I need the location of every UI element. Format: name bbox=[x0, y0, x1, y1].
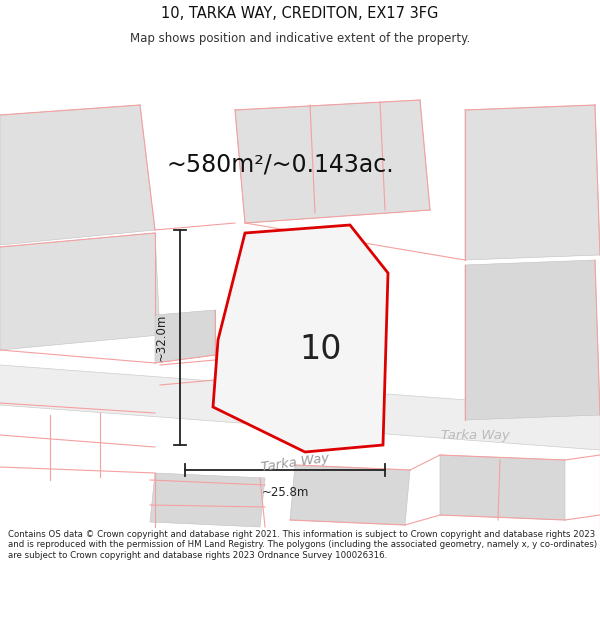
Text: Map shows position and indicative extent of the property.: Map shows position and indicative extent… bbox=[130, 32, 470, 45]
Text: Contains OS data © Crown copyright and database right 2021. This information is : Contains OS data © Crown copyright and d… bbox=[8, 530, 597, 560]
Polygon shape bbox=[0, 233, 160, 350]
Polygon shape bbox=[290, 465, 410, 525]
Polygon shape bbox=[235, 100, 430, 223]
Polygon shape bbox=[465, 105, 600, 260]
Text: 10, TARKA WAY, CREDITON, EX17 3FG: 10, TARKA WAY, CREDITON, EX17 3FG bbox=[161, 6, 439, 21]
Text: ~32.0m: ~32.0m bbox=[155, 314, 168, 361]
Polygon shape bbox=[150, 473, 265, 527]
Polygon shape bbox=[440, 455, 565, 520]
Polygon shape bbox=[213, 225, 388, 452]
Polygon shape bbox=[0, 105, 155, 245]
Text: ~25.8m: ~25.8m bbox=[262, 486, 308, 499]
Polygon shape bbox=[465, 260, 600, 420]
Text: Tarka Way: Tarka Way bbox=[441, 429, 510, 441]
Text: ~580m²/~0.143ac.: ~580m²/~0.143ac. bbox=[166, 153, 394, 177]
Polygon shape bbox=[155, 310, 215, 363]
Text: Tarka Way: Tarka Way bbox=[260, 452, 330, 474]
Polygon shape bbox=[0, 365, 600, 450]
Text: 10: 10 bbox=[299, 332, 341, 366]
